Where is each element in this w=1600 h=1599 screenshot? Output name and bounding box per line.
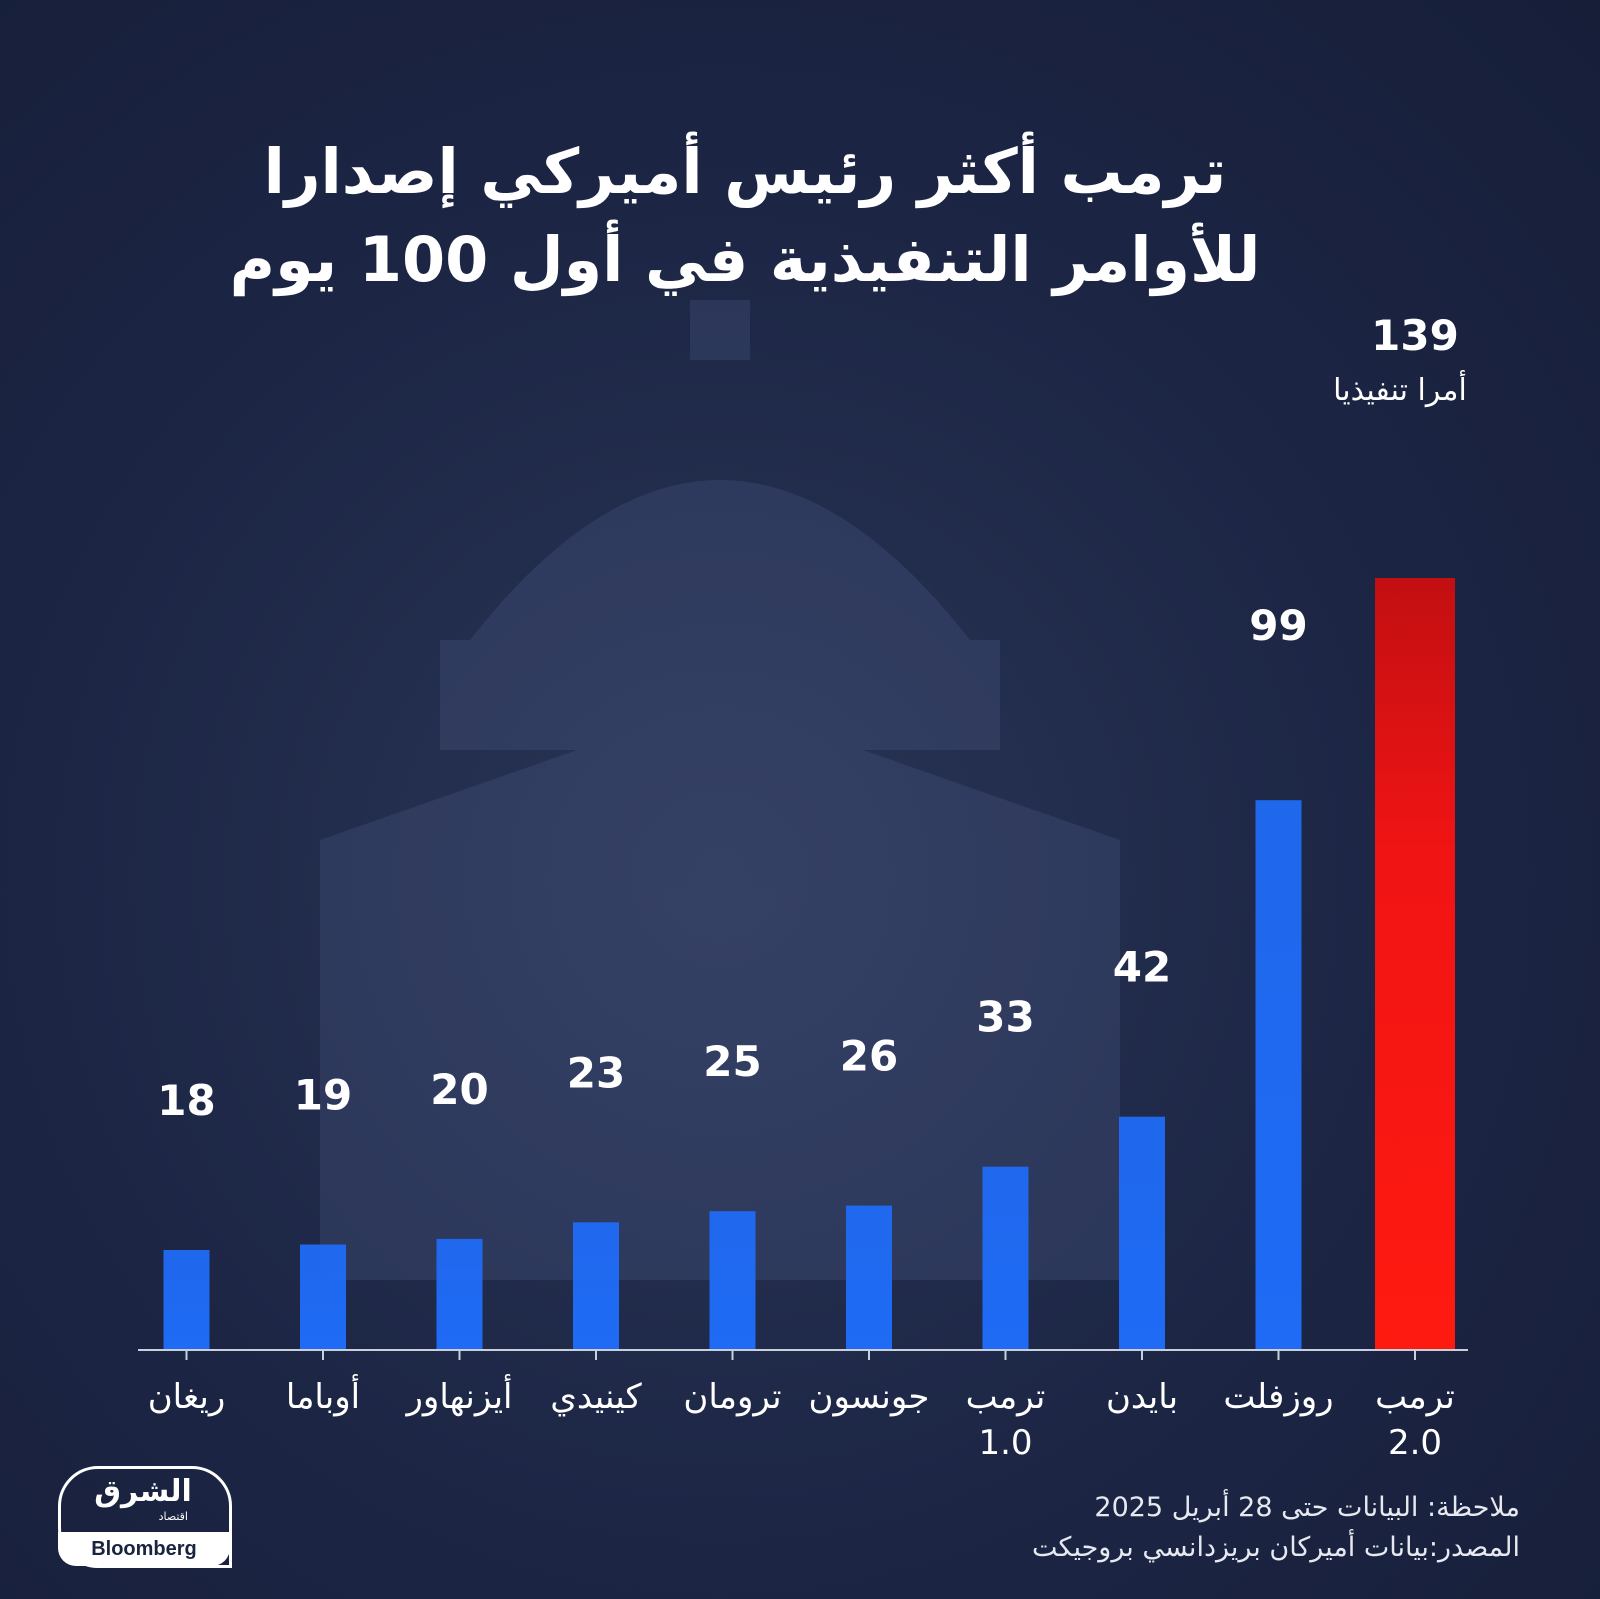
category-label-7-line-2: 1.0 [978, 1423, 1032, 1463]
category-label-10-line-2: 2.0 [1388, 1423, 1442, 1463]
category-label-10-line-1: ترمب [1375, 1377, 1455, 1417]
notes: ملاحظة: البيانات حتى 28 أبريل 2025 المصد… [1032, 1488, 1520, 1568]
value-label-3: 20 [430, 1065, 488, 1114]
value-labels-layer: 18 19 20 23 25 26 33 42 99 139 أمرا تنفيذيا [157, 311, 1467, 1125]
category-label-7-line-1: ترمب [966, 1377, 1046, 1417]
value-label-8: 42 [1113, 943, 1171, 992]
bar-1 [163, 1250, 210, 1350]
value-label-9: 99 [1249, 601, 1307, 650]
value-label-1: 18 [157, 1076, 215, 1125]
logo-frame [58, 1466, 232, 1568]
bar-3 [436, 1238, 483, 1350]
value-label-10: 139 [1371, 311, 1459, 360]
category-label-4: كينيدي [550, 1377, 642, 1417]
category-label-8: بايدن [1106, 1377, 1178, 1417]
value-label-5: 25 [703, 1037, 761, 1086]
bar-5 [709, 1211, 756, 1350]
capitol-backdrop [320, 300, 1120, 1280]
value-label-6: 26 [840, 1032, 898, 1081]
note-text: ملاحظة: البيانات حتى 28 أبريل 2025 [1094, 1492, 1520, 1523]
bar-9 [1255, 800, 1302, 1350]
highlight-annotation: أمرا تنفيذيا [1333, 369, 1467, 408]
chart-title: ترمب أكثر رئيس أميركي إصدارا للأوامر الت… [229, 135, 1261, 296]
bar-2 [300, 1244, 346, 1350]
bars-layer [163, 578, 1455, 1350]
logo-english: Bloomberg [58, 1532, 230, 1566]
value-label-2: 19 [294, 1071, 352, 1120]
category-label-9: روزفلت [1223, 1377, 1333, 1417]
category-label-5: ترومان [683, 1377, 781, 1417]
logo-arabic: الشرق [94, 1474, 192, 1509]
value-label-4: 23 [567, 1048, 625, 1097]
logo-arabic-sub: اقتصاد [158, 1510, 188, 1523]
x-ticks-layer [185, 1350, 1416, 1360]
bar-10 [1375, 578, 1455, 1350]
source-text: المصدر:بيانات أميركان بريزدانسي بروجيكت [1032, 1532, 1520, 1563]
value-label-7: 33 [976, 993, 1034, 1042]
bar-6 [846, 1205, 892, 1350]
category-label-2: أوباما [286, 1374, 360, 1417]
asharq-bloomberg-logo: الشرق اقتصاد Bloomberg [58, 1466, 232, 1568]
bar-4 [573, 1222, 619, 1350]
category-label-6: جونسون [809, 1377, 930, 1417]
bar-7 [982, 1166, 1029, 1350]
category-label-1: ريغان [148, 1377, 226, 1417]
category-label-3: أيزنهاور [404, 1374, 512, 1417]
category-labels-layer: ريغان أوباما أيزنهاور كينيدي ترومان جونسون ترم… [148, 1374, 1455, 1463]
bar-8 [1119, 1116, 1165, 1350]
